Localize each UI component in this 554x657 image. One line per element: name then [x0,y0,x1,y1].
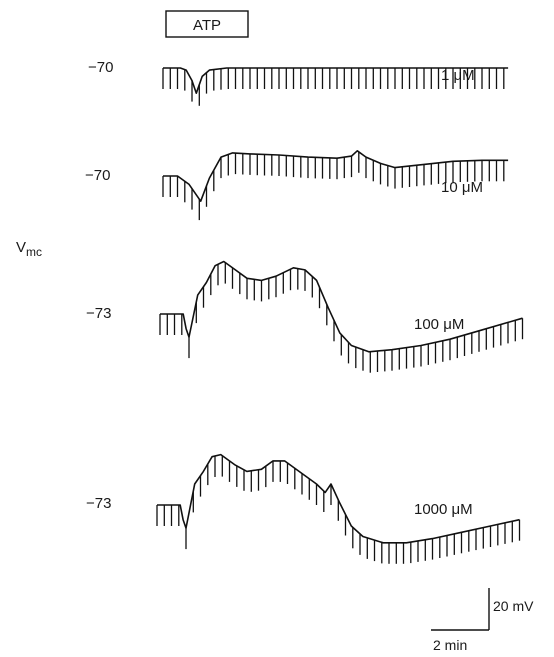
baseline-label-1: −70 [85,167,110,184]
baseline-label-2: −73 [86,305,111,322]
trace-pulses-2 [160,263,523,373]
concentration-label-2: 100 μM [414,316,464,333]
atp-label: ATP [193,17,221,34]
trace-line-3 [157,455,520,543]
baseline-label-0: −70 [88,59,113,76]
scale-bar-time-label: 2 min [433,637,467,653]
scale-bar: 20 mV 2 min [431,588,534,653]
y-axis-label-main: V [16,239,26,256]
y-axis-label: Vmc [16,239,42,259]
y-axis-label-sub: mc [26,245,42,259]
scale-bar-voltage-label: 20 mV [493,598,534,614]
atp-stimulus-marker: ATP [166,11,248,37]
baseline-label-3: −73 [86,495,111,512]
trace-pulses-0 [163,68,504,106]
concentration-label-1: 10 μM [441,179,483,196]
concentration-label-3: 1000 μM [414,501,473,518]
